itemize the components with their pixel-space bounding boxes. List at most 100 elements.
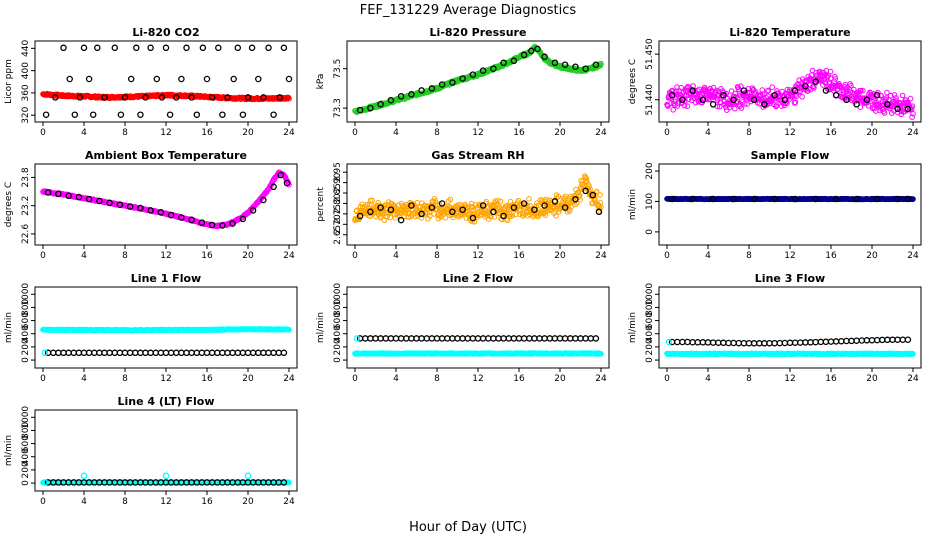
data-point <box>162 349 170 357</box>
data-point <box>208 349 216 357</box>
y-tick-label: 2.95 <box>333 162 343 182</box>
y-tick-label: 1000 <box>21 283 31 306</box>
data-point <box>260 349 267 357</box>
data-point <box>541 335 548 342</box>
data-point <box>101 349 108 357</box>
band-point <box>773 102 780 108</box>
data-point <box>397 93 405 100</box>
data-point <box>735 339 743 347</box>
y-tick-label: 200 <box>21 338 31 355</box>
data-point <box>561 335 569 342</box>
data-point <box>199 44 207 52</box>
data-point <box>142 349 149 357</box>
data-point <box>438 81 446 88</box>
data-point <box>219 222 226 229</box>
data-point <box>178 75 185 83</box>
data-point <box>479 67 487 74</box>
x-tick-label: 8 <box>122 251 128 261</box>
band-point <box>369 197 375 204</box>
x-tick-label: 20 <box>554 251 566 261</box>
x-tick-label: 20 <box>866 374 878 384</box>
y-tick-label: 360 <box>21 84 31 101</box>
data-point <box>198 219 206 226</box>
data-point <box>832 195 840 203</box>
band-point <box>792 99 799 105</box>
data-point <box>781 339 789 347</box>
data-point <box>229 349 236 357</box>
data-point <box>500 212 507 220</box>
data-point <box>464 335 472 342</box>
y-tick-label: 0 <box>333 357 343 363</box>
data-point <box>699 339 707 346</box>
x-tick-label: 8 <box>434 128 440 138</box>
data-point <box>822 338 830 346</box>
series-avg <box>356 187 603 224</box>
data-point <box>572 63 579 70</box>
y-axis-label: ml/min <box>628 312 638 343</box>
data-point <box>781 96 789 104</box>
band-point <box>597 192 603 198</box>
data-point <box>884 336 891 344</box>
x-tick-label: 0 <box>40 374 46 384</box>
data-point <box>153 75 161 83</box>
x-tick-label: 24 <box>283 374 295 384</box>
x-tick-label: 16 <box>825 251 837 261</box>
data-point <box>85 349 93 357</box>
y-tick-label: 800 <box>21 299 31 316</box>
data-point <box>776 339 784 347</box>
y-tick-label: 23.8 <box>21 167 31 187</box>
x-tick-label: 4 <box>393 128 399 138</box>
y-tick-label: 2.80 <box>333 193 343 213</box>
band-point <box>404 203 411 210</box>
band-point <box>818 76 825 83</box>
band-point <box>488 213 494 220</box>
band-point <box>705 87 712 93</box>
data-point <box>534 45 541 53</box>
data-point <box>904 105 912 113</box>
data-point <box>515 335 523 342</box>
y-tick-label: 440 <box>21 39 31 56</box>
data-point <box>551 335 559 342</box>
data-point <box>858 337 866 344</box>
band-point <box>909 103 916 109</box>
data-point <box>827 338 835 345</box>
plot-area <box>40 326 292 357</box>
data-point <box>802 339 809 346</box>
band-point <box>893 95 899 101</box>
data-point <box>158 94 166 101</box>
panel-title: Line 4 (LT) Flow <box>118 395 215 408</box>
y-axis-label: Licor ppm <box>4 59 14 104</box>
data-point <box>377 100 384 108</box>
data-point <box>595 208 603 216</box>
x-tick-label: 12 <box>472 251 483 261</box>
data-point <box>832 338 840 345</box>
data-point <box>167 211 175 219</box>
band-point <box>492 198 499 204</box>
y-tick-label: 51.450 <box>645 38 655 70</box>
series-band <box>352 173 604 225</box>
x-tick-label: 16 <box>201 128 213 138</box>
band-point <box>542 212 549 218</box>
data-point <box>551 198 559 205</box>
data-point <box>157 209 165 216</box>
data-point <box>546 335 554 342</box>
band-point <box>539 197 546 203</box>
data-point <box>572 335 579 342</box>
panel-title: Li-820 Pressure <box>430 26 527 39</box>
y-axis-label: ml/min <box>316 312 326 343</box>
y-tick-label: 1000 <box>645 283 655 306</box>
data-point <box>75 349 83 357</box>
data-point <box>428 204 436 211</box>
data-point <box>894 195 901 203</box>
series-avg <box>668 195 912 203</box>
data-point <box>561 204 569 211</box>
band-point <box>768 98 775 105</box>
data-point <box>382 335 390 342</box>
data-point <box>490 208 497 216</box>
data-point <box>812 338 819 346</box>
data-point <box>270 349 277 357</box>
